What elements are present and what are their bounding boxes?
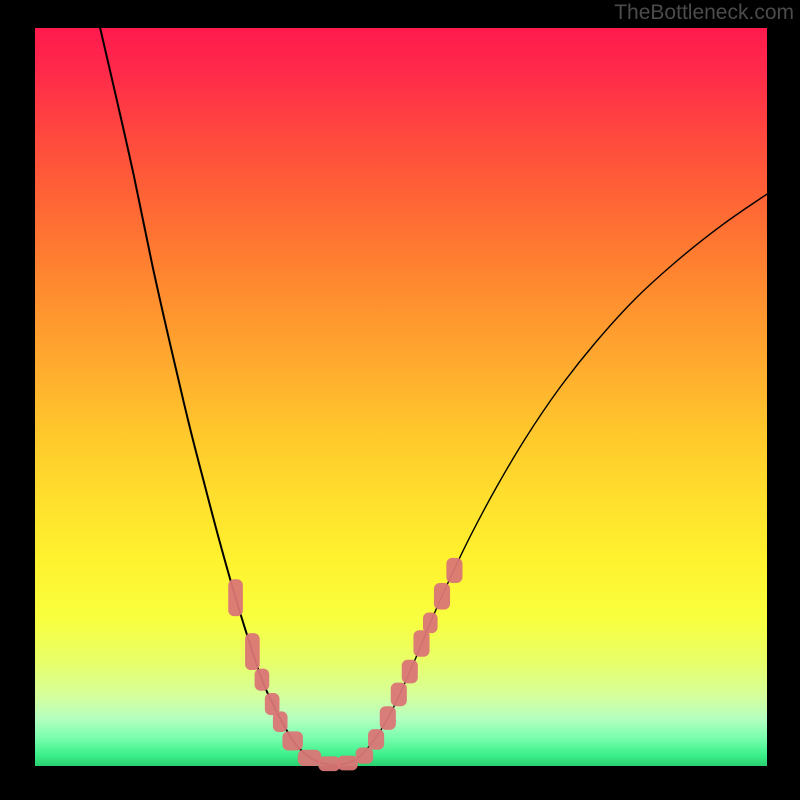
- watermark-text: TheBottleneck.com: [614, 0, 800, 25]
- data-marker: [282, 731, 302, 750]
- gradient-plot-area: [35, 28, 767, 766]
- data-marker: [391, 683, 407, 707]
- data-marker: [434, 583, 450, 610]
- data-marker: [228, 579, 243, 616]
- data-marker: [318, 756, 340, 771]
- chart-frame: TheBottleneck.com: [0, 0, 800, 800]
- data-marker: [368, 729, 384, 750]
- data-marker: [298, 750, 321, 766]
- data-marker: [446, 558, 462, 583]
- data-marker: [245, 633, 260, 670]
- data-marker: [402, 660, 418, 684]
- data-marker: [273, 711, 288, 732]
- data-marker: [255, 669, 270, 691]
- data-marker: [413, 630, 429, 657]
- data-marker: [356, 748, 374, 764]
- data-marker: [423, 612, 438, 633]
- bottleneck-curve-plot: [0, 0, 800, 800]
- data-marker: [337, 756, 357, 771]
- data-marker: [380, 706, 396, 730]
